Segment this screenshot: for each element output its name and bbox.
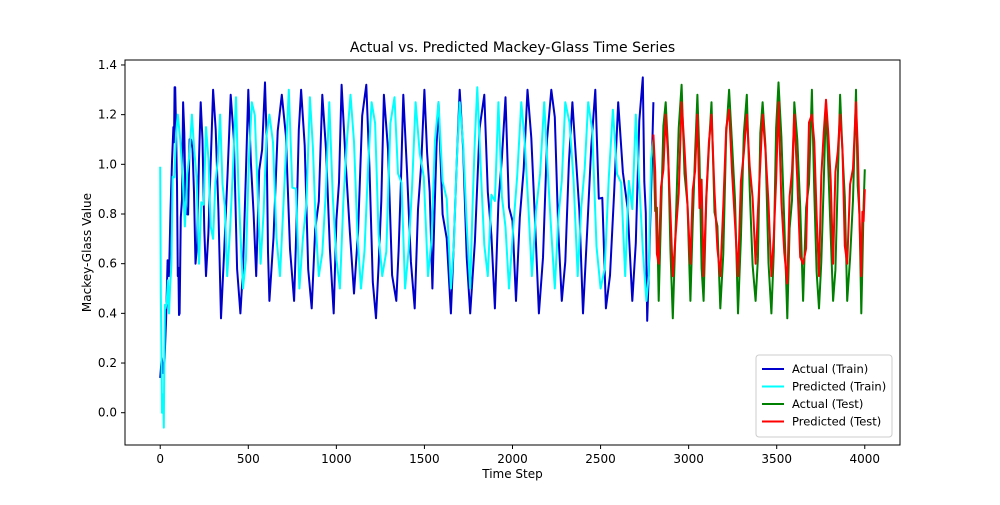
x-tick-label: 3000	[673, 452, 704, 466]
x-tick-label: 2500	[585, 452, 616, 466]
y-tick-label: 0.0	[98, 406, 117, 420]
x-tick-label: 4000	[849, 452, 880, 466]
y-tick-label: 0.2	[98, 356, 117, 370]
x-axis: 0 500 1000 1500 2000 2500 3000 3500 4000	[156, 445, 880, 466]
x-tick-label: 500	[237, 452, 260, 466]
y-tick-label: 0.8	[98, 207, 117, 221]
chart-title: Actual vs. Predicted Mackey-Glass Time S…	[350, 40, 675, 56]
y-tick-label: 1.2	[98, 108, 117, 122]
plot-lines	[159, 76, 866, 429]
x-axis-label: Time Step	[481, 467, 543, 481]
legend-label: Actual (Test)	[792, 397, 863, 411]
legend-label: Predicted (Train)	[792, 380, 886, 394]
x-tick-label: 2000	[497, 452, 528, 466]
series-line-predicted-train	[159, 86, 655, 429]
series-line-predicted-test	[652, 98, 866, 285]
legend-box	[755, 354, 893, 438]
y-axis-label: Mackey-Glass Value	[80, 193, 94, 312]
x-tick-label: 1000	[321, 452, 352, 466]
y-tick-label: 1.4	[98, 58, 117, 72]
y-tick-label: 0.6	[98, 257, 117, 271]
y-tick-label: 1.0	[98, 157, 117, 171]
series-line-actual-train	[159, 76, 655, 378]
x-tick-label: 1500	[409, 452, 440, 466]
legend: Actual (Train) Predicted (Train) Actual (T…	[755, 354, 893, 438]
y-tick-label: 0.4	[98, 306, 117, 320]
x-tick-label: 3500	[761, 452, 792, 466]
x-tick-label: 0	[156, 452, 164, 466]
y-axis: 0.0 0.2 0.4 0.6 0.8 1.0 1.2 1.4	[98, 58, 125, 420]
legend-label: Predicted (Test)	[792, 415, 881, 429]
legend-label: Actual (Train)	[792, 362, 868, 376]
